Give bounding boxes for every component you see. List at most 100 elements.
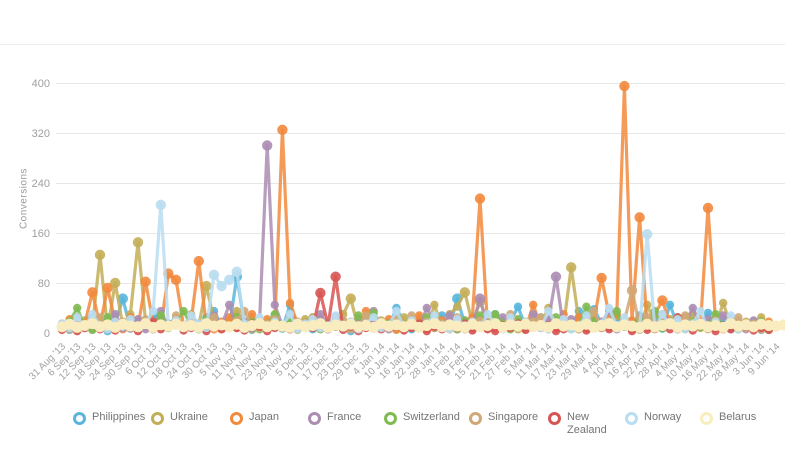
data-point[interactable] xyxy=(483,310,492,319)
data-point[interactable] xyxy=(681,311,690,320)
data-point[interactable] xyxy=(73,303,82,313)
data-point[interactable] xyxy=(315,287,326,299)
data-point[interactable] xyxy=(224,274,235,286)
data-point[interactable] xyxy=(331,311,340,320)
legend-item-singapore[interactable]: Singapore xyxy=(469,411,538,425)
legend-item-new-zealand[interactable]: New Zealand xyxy=(548,411,617,437)
legend-item-belarus[interactable]: Belarus xyxy=(700,411,756,425)
data-point[interactable] xyxy=(94,249,106,261)
data-point[interactable] xyxy=(110,277,121,289)
data-point[interactable] xyxy=(149,306,158,316)
data-point[interactable] xyxy=(225,300,234,310)
data-point[interactable] xyxy=(711,310,720,319)
data-point[interactable] xyxy=(626,285,638,296)
legend-item-norway[interactable]: Norway xyxy=(625,411,681,425)
data-point[interactable] xyxy=(605,303,614,313)
data-point[interactable] xyxy=(95,313,105,322)
data-point[interactable] xyxy=(529,310,538,319)
data-point[interactable] xyxy=(582,302,591,311)
data-point[interactable] xyxy=(155,199,166,211)
data-point[interactable] xyxy=(657,295,668,306)
data-point[interactable] xyxy=(513,302,523,311)
data-point[interactable] xyxy=(719,298,728,308)
data-point[interactable] xyxy=(688,303,697,313)
data-point[interactable] xyxy=(619,80,630,92)
data-point[interactable] xyxy=(702,202,714,214)
data-point[interactable] xyxy=(422,303,431,313)
data-point[interactable] xyxy=(453,302,462,311)
data-point[interactable] xyxy=(474,293,486,304)
data-point[interactable] xyxy=(156,311,165,320)
data-point[interactable] xyxy=(354,311,363,320)
legend-item-philippines[interactable]: Philippines xyxy=(73,411,145,425)
data-point[interactable] xyxy=(474,193,486,204)
data-point[interactable] xyxy=(140,276,151,287)
data-point[interactable] xyxy=(316,310,325,319)
data-point[interactable] xyxy=(703,308,713,318)
data-point[interactable] xyxy=(726,311,735,320)
data-point[interactable] xyxy=(170,274,182,286)
data-point[interactable] xyxy=(529,300,538,310)
data-point[interactable] xyxy=(209,313,219,322)
data-point[interactable] xyxy=(620,313,629,322)
data-point[interactable] xyxy=(132,237,144,248)
series-norway[interactable] xyxy=(57,199,773,334)
data-point[interactable] xyxy=(231,266,242,277)
data-point[interactable] xyxy=(491,310,500,319)
data-point[interactable] xyxy=(262,140,273,151)
data-point[interactable] xyxy=(102,282,113,294)
data-point[interactable] xyxy=(566,262,577,273)
data-point[interactable] xyxy=(216,280,227,292)
data-point[interactable] xyxy=(111,310,120,319)
data-point[interactable] xyxy=(103,313,112,322)
data-point[interactable] xyxy=(582,311,591,320)
data-point[interactable] xyxy=(544,306,553,316)
data-point[interactable] xyxy=(665,300,675,310)
data-point[interactable] xyxy=(778,319,785,331)
data-point[interactable] xyxy=(330,271,341,282)
data-point[interactable] xyxy=(634,212,645,223)
data-point[interactable] xyxy=(345,293,356,304)
data-point[interactable] xyxy=(430,311,439,320)
data-point[interactable] xyxy=(285,310,295,319)
data-point[interactable] xyxy=(642,229,653,240)
data-point[interactable] xyxy=(117,293,128,304)
data-point[interactable] xyxy=(247,310,257,319)
data-point[interactable] xyxy=(430,300,439,310)
data-point[interactable] xyxy=(734,313,743,322)
data-point[interactable] xyxy=(232,306,241,316)
legend-item-switzerland[interactable]: Switzerland xyxy=(384,411,460,425)
data-point[interactable] xyxy=(589,306,599,316)
legend-item-ukraine[interactable]: Ukraine xyxy=(151,411,208,425)
legend-item-japan[interactable]: Japan xyxy=(230,411,279,425)
data-point[interactable] xyxy=(361,311,371,320)
data-point[interactable] xyxy=(277,124,288,136)
data-point[interactable] xyxy=(719,311,728,320)
data-point[interactable] xyxy=(201,280,212,292)
data-point[interactable] xyxy=(270,300,279,310)
data-point[interactable] xyxy=(506,313,515,322)
data-point[interactable] xyxy=(415,311,424,320)
series-belarus[interactable] xyxy=(56,318,785,333)
legend-item-france[interactable]: France xyxy=(308,411,361,425)
data-point[interactable] xyxy=(87,287,98,298)
data-point[interactable] xyxy=(193,255,204,267)
data-point[interactable] xyxy=(369,313,378,322)
data-point[interactable] xyxy=(658,310,667,319)
data-point[interactable] xyxy=(179,306,188,316)
data-point[interactable] xyxy=(696,306,705,316)
data-point[interactable] xyxy=(550,271,562,282)
data-point[interactable] xyxy=(133,315,143,324)
data-point[interactable] xyxy=(445,311,454,320)
data-point[interactable] xyxy=(392,306,401,316)
data-point[interactable] xyxy=(612,306,621,316)
data-point[interactable] xyxy=(208,269,220,281)
data-point[interactable] xyxy=(596,272,607,284)
data-point[interactable] xyxy=(88,310,97,319)
data-point[interactable] xyxy=(187,311,196,320)
data-point[interactable] xyxy=(285,298,295,308)
data-point[interactable] xyxy=(459,287,470,298)
data-point[interactable] xyxy=(73,313,82,322)
series-plot-area[interactable] xyxy=(56,80,785,336)
